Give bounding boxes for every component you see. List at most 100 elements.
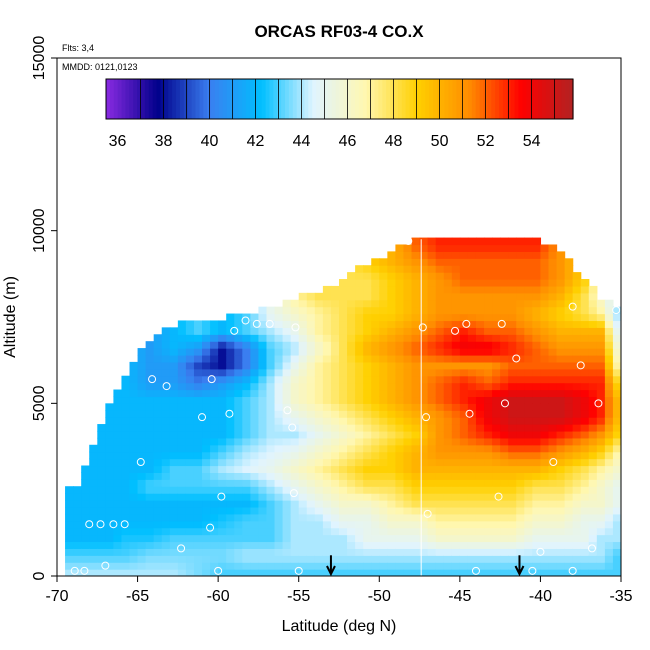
heat-cell bbox=[588, 451, 598, 460]
heat-cell bbox=[258, 424, 268, 432]
heat-cell bbox=[234, 361, 243, 370]
heat-cell bbox=[355, 500, 364, 508]
heat-cell bbox=[443, 327, 453, 335]
heat-cell bbox=[403, 493, 413, 501]
heat-cell bbox=[564, 327, 574, 335]
heat-cell bbox=[129, 548, 139, 556]
heat-cell bbox=[411, 458, 421, 467]
heat-cell bbox=[355, 320, 364, 328]
heat-cell bbox=[556, 548, 566, 556]
heat-cell bbox=[314, 506, 324, 515]
heat-cell bbox=[169, 389, 179, 398]
heat-cell bbox=[395, 320, 405, 328]
heat-cell bbox=[137, 424, 147, 432]
heat-cell bbox=[282, 458, 292, 467]
heat-cell bbox=[330, 458, 340, 467]
heat-cell bbox=[443, 513, 453, 522]
heat-cell bbox=[427, 389, 437, 398]
heat-cell bbox=[548, 354, 558, 363]
heat-cell bbox=[371, 272, 380, 280]
heat-cell bbox=[524, 382, 533, 391]
heat-cell bbox=[516, 458, 525, 467]
heat-cell bbox=[411, 320, 421, 328]
heat-cell bbox=[274, 375, 284, 384]
heat-cell bbox=[298, 320, 308, 328]
heat-cell bbox=[210, 334, 219, 342]
heat-cell bbox=[516, 368, 525, 377]
heat-cell bbox=[379, 258, 388, 266]
heat-cell bbox=[403, 424, 413, 432]
heat-cell bbox=[500, 361, 509, 370]
heat-cell bbox=[395, 513, 405, 522]
heat-cell bbox=[371, 569, 380, 576]
heat-cell bbox=[588, 424, 598, 432]
heat-cell bbox=[65, 548, 74, 556]
heat-cell bbox=[298, 334, 308, 342]
heat-cell bbox=[314, 437, 324, 446]
heat-cell bbox=[588, 444, 598, 453]
heat-cell bbox=[347, 486, 356, 494]
heat-cell bbox=[580, 506, 590, 515]
heat-cell bbox=[314, 451, 324, 460]
heat-cell bbox=[451, 361, 461, 370]
heat-cell bbox=[564, 313, 574, 322]
heat-cell bbox=[371, 472, 380, 480]
heat-cell bbox=[371, 555, 380, 563]
heat-cell bbox=[580, 493, 590, 501]
heat-cell bbox=[177, 555, 187, 563]
heat-cell bbox=[467, 527, 477, 536]
heat-cell bbox=[185, 486, 195, 494]
heat-cell bbox=[298, 500, 308, 508]
heat-cell bbox=[403, 541, 413, 549]
heat-cell bbox=[161, 513, 171, 522]
heat-cell bbox=[411, 327, 421, 335]
heat-cell bbox=[564, 382, 574, 391]
heat-cell bbox=[306, 500, 316, 508]
heat-cell bbox=[419, 513, 429, 522]
heat-cell bbox=[306, 472, 316, 480]
heat-cell bbox=[508, 430, 517, 439]
sample-point bbox=[451, 326, 460, 335]
heat-cell bbox=[339, 486, 348, 494]
sample-point bbox=[549, 458, 558, 467]
heat-cell bbox=[516, 279, 525, 287]
heat-cell bbox=[202, 493, 211, 501]
heat-cell bbox=[161, 548, 171, 556]
heat-cell bbox=[339, 361, 348, 370]
heat-cell bbox=[379, 493, 388, 501]
heat-cell bbox=[612, 562, 621, 570]
heat-cell bbox=[443, 472, 453, 480]
heat-cell bbox=[516, 451, 525, 460]
heat-cell bbox=[540, 493, 550, 501]
heat-cell bbox=[588, 375, 598, 384]
heat-cell bbox=[347, 320, 356, 328]
heat-cell bbox=[193, 382, 203, 391]
heat-cell bbox=[524, 341, 533, 349]
heat-cell bbox=[443, 403, 453, 411]
colorbar-swatch bbox=[296, 79, 302, 119]
heat-cell bbox=[403, 458, 413, 467]
heat-cell bbox=[548, 265, 558, 273]
heat-cell bbox=[290, 334, 300, 342]
heat-cell bbox=[234, 562, 243, 570]
heat-cell bbox=[274, 486, 284, 494]
heat-cell bbox=[435, 272, 445, 280]
heat-cell bbox=[492, 410, 501, 418]
heat-cell bbox=[250, 313, 260, 322]
heat-cell bbox=[89, 465, 98, 473]
heat-cell bbox=[347, 493, 356, 501]
heat-cell bbox=[435, 500, 445, 508]
heat-cell bbox=[532, 424, 542, 432]
heat-cell bbox=[484, 506, 493, 515]
heat-cell bbox=[105, 555, 114, 563]
heat-cell bbox=[580, 410, 590, 418]
heat-cell bbox=[411, 465, 421, 473]
heat-cell bbox=[339, 341, 348, 349]
heat-cell bbox=[516, 541, 525, 549]
heat-cell bbox=[500, 527, 509, 536]
colorbar-swatch bbox=[351, 79, 356, 119]
heat-cell bbox=[451, 368, 461, 377]
heat-cell bbox=[169, 368, 179, 377]
heat-cell bbox=[65, 493, 74, 501]
heat-cell bbox=[419, 382, 429, 391]
